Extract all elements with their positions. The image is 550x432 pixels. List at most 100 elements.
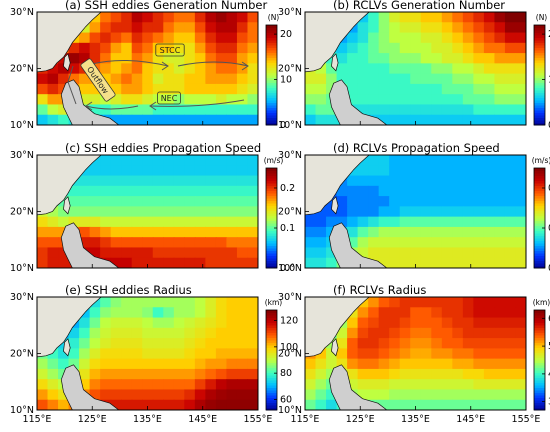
heatmap-cell [163, 185, 175, 197]
colorbar-step [534, 233, 545, 236]
heatmap-cell [110, 358, 122, 370]
heatmap-cell [378, 317, 390, 329]
heatmap-cell [315, 399, 327, 410]
heatmap-cell [452, 94, 464, 106]
heatmap-cell [37, 114, 49, 125]
heatmap-cell [215, 94, 228, 106]
heatmap-cell [399, 368, 411, 380]
heatmap-cell [131, 338, 143, 349]
heatmap-cell [184, 155, 196, 166]
heatmap-cell [100, 247, 112, 259]
colorbar-step [266, 322, 277, 326]
heatmap-cell [473, 338, 485, 349]
heatmap-cell [357, 196, 369, 207]
colorbar-step [534, 215, 545, 219]
heatmap-cell [494, 338, 506, 349]
heatmap-cell [194, 114, 206, 125]
heatmap-cell [236, 73, 249, 85]
heatmap-cell [173, 196, 185, 207]
heatmap-cell [473, 63, 485, 75]
heatmap-cell [441, 185, 453, 197]
heatmap-cell [305, 247, 317, 259]
heatmap-cell [236, 22, 249, 34]
heatmap-cell [79, 196, 91, 207]
heatmap-cell [163, 389, 175, 401]
heatmap-cell [163, 317, 175, 329]
heatmap-cell [420, 257, 432, 268]
heatmap-cell [121, 32, 133, 44]
colorbar-step [266, 350, 277, 353]
heatmap-cell [389, 73, 401, 85]
heatmap-cell [494, 379, 506, 391]
heatmap-cell [152, 94, 164, 106]
colorbar-unit: (N) [536, 13, 548, 22]
heatmap-cell [194, 297, 206, 308]
heatmap-cell [368, 73, 380, 85]
heatmap-cell [357, 63, 369, 75]
colorbar-step [534, 168, 545, 171]
colorbar-step [266, 250, 277, 254]
heatmap-cell [452, 216, 464, 228]
heatmap-cell [431, 317, 443, 329]
heatmap-cell [89, 196, 101, 207]
heatmap-cell [357, 307, 369, 319]
heatmap-cell [142, 155, 154, 166]
colorbar-step [534, 375, 545, 378]
colorbar-step [534, 170, 545, 174]
heatmap-cell [483, 104, 496, 116]
heatmap-cell [515, 73, 526, 85]
colorbar-step [534, 253, 545, 256]
heatmap-cell [347, 83, 359, 95]
heatmap-cell [110, 247, 122, 259]
heatmap-cell [142, 22, 154, 34]
heatmap-cell [483, 368, 496, 380]
colorbar-unit: (m/s) [264, 156, 284, 165]
heatmap-cell [420, 338, 432, 349]
heatmap-cell [389, 327, 401, 339]
heatmap-cell [215, 206, 228, 218]
heatmap-cell [121, 338, 133, 349]
heatmap-cell [142, 237, 154, 249]
heatmap-cell [357, 379, 369, 391]
heatmap-cell [462, 379, 474, 391]
heatmap-cell [326, 63, 338, 75]
heatmap-cell [420, 185, 432, 197]
heatmap-cell [215, 389, 228, 401]
heatmap-cell [462, 247, 474, 259]
heatmap-cell [131, 185, 143, 197]
heatmap-cell [194, 327, 206, 339]
heatmap-cell [389, 42, 401, 54]
colorbar-step [266, 87, 277, 91]
heatmap-cell [378, 389, 390, 401]
heatmap-cell [121, 63, 133, 75]
colorbar-step [534, 120, 545, 123]
colorbar-step [266, 392, 277, 396]
heatmap-cell [368, 338, 380, 349]
heatmap-cell [131, 297, 143, 308]
heatmap-cell [473, 297, 485, 308]
land-china [37, 155, 102, 216]
current-label-box [80, 58, 116, 102]
colorbar-step [534, 185, 545, 189]
heatmap-cell [68, 42, 80, 54]
heatmap-cell [236, 297, 249, 308]
heatmap-cell [399, 327, 411, 339]
heatmap-cell [389, 317, 401, 329]
heatmap-cell [215, 155, 228, 166]
colorbar-step [534, 332, 545, 336]
heatmap-cell [173, 379, 185, 391]
heatmap-cell [226, 155, 238, 166]
heatmap-cell [68, 348, 80, 360]
heatmap-cell [142, 32, 154, 44]
heatmap-cell [494, 196, 506, 207]
heatmap-cell [152, 73, 164, 85]
heatmap-cell [247, 206, 258, 218]
heatmap-cell [79, 327, 91, 339]
heatmap-cell [236, 327, 249, 339]
heatmap-cell [47, 206, 59, 218]
colorbar-step [534, 70, 545, 73]
heatmap-cell [494, 206, 506, 218]
x-tick-label: 115°E [291, 414, 320, 425]
heatmap-cell [347, 358, 359, 370]
colorbar-step [266, 320, 277, 323]
